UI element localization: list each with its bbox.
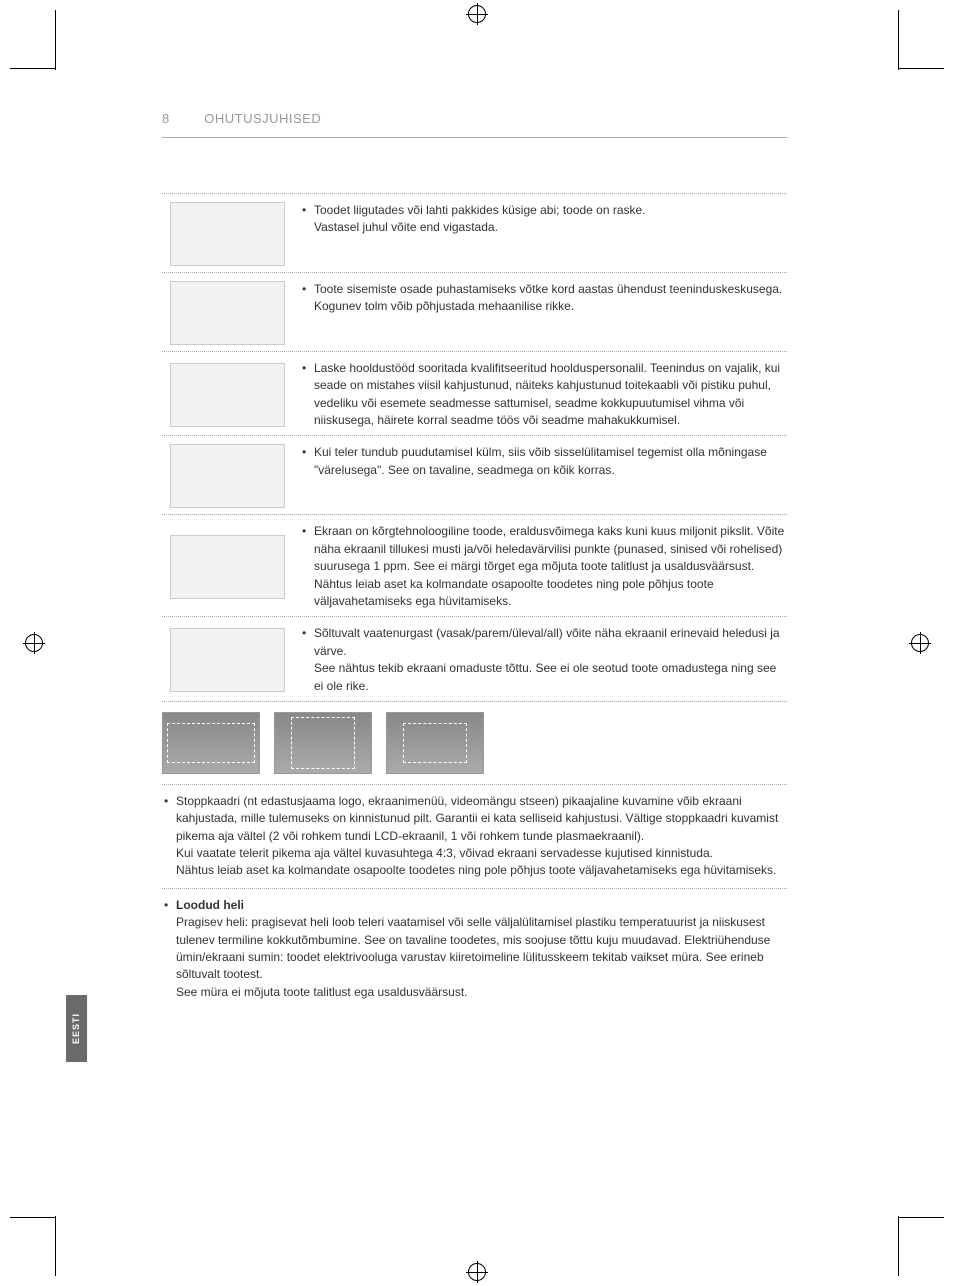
crop-mark [898,1216,899,1276]
illustration-icon [170,363,285,427]
note-heading: Loodud heli [176,898,244,912]
instruction-main: Kui teler tundub puudutamisel külm, siis… [302,444,787,479]
service-technician-icon [162,360,292,430]
instruction-sub: See nähtus tekib ekraani omaduste tõttu.… [302,660,787,695]
note-item: Stoppkaadri (nt edastusjaama logo, ekraa… [162,793,787,880]
screen-pillarbox-icon [274,712,372,774]
screen-windowbox-icon [386,712,484,774]
bottom-notes: Stoppkaadri (nt edastusjaama logo, ekraa… [162,784,787,1001]
registration-mark-icon [468,5,486,23]
tv-with-dots-pixels-icon [162,523,292,610]
crop-mark [898,10,899,70]
illustration-icon [170,202,285,266]
instruction-text: Toote sisemiste osade puhastamiseks võtk… [292,281,787,345]
instruction-row: Ekraan on kõrgtehnoloogiline toode, eral… [162,514,787,616]
registration-mark-icon [25,634,43,652]
instruction-row: Sõltuvalt vaatenurgast (vasak/parem/ülev… [162,616,787,701]
registration-mark-icon [468,1263,486,1281]
registration-mark-icon [911,634,929,652]
instruction-row: Kui teler tundub puudutamisel külm, siis… [162,435,787,514]
instruction-text: Toodet liigutades või lahti pakkides küs… [292,202,787,266]
page-number: 8 [162,110,169,129]
crop-mark [55,10,56,70]
aspect-ratio-illustrations [162,701,787,784]
crop-mark [10,1217,55,1218]
tv-with-dust-cleaning-icon [162,281,292,345]
tv-snowy-cold-icon [162,444,292,508]
crop-mark [10,68,55,69]
crop-mark [899,68,944,69]
two-people-carrying-tv-icon [162,202,292,266]
crop-mark [899,1217,944,1218]
instruction-main: Sõltuvalt vaatenurgast (vasak/parem/ülev… [302,625,787,660]
page-header: 8 OHUTUSJUHISED [162,110,787,138]
instruction-main: Laske hooldustööd sooritada kvalifitseer… [302,360,787,430]
instruction-text: Sõltuvalt vaatenurgast (vasak/parem/ülev… [292,625,787,695]
instruction-main: Ekraan on kõrgtehnoloogiline toode, eral… [302,523,787,575]
instruction-row: Laske hooldustööd sooritada kvalifitseer… [162,351,787,436]
viewing-angles-icon [162,625,292,695]
language-tab: EESTI [66,995,87,1062]
divider [162,888,787,889]
note-item: Loodud heli Pragisev heli: pragisevat hel… [162,897,787,1001]
instruction-text: Laske hooldustööd sooritada kvalifitseer… [292,360,787,430]
illustration-icon [170,444,285,508]
illustration-icon [170,535,285,599]
instruction-main: Toodet liigutades või lahti pakkides küs… [302,202,787,219]
page-content: 8 OHUTUSJUHISED Toodet liigutades või la… [162,110,787,1007]
instruction-main: Toote sisemiste osade puhastamiseks võtk… [302,281,787,298]
section-title: OHUTUSJUHISED [204,110,321,129]
illustration-icon [170,281,285,345]
instruction-row: Toote sisemiste osade puhastamiseks võtk… [162,272,787,351]
instruction-text: Ekraan on kõrgtehnoloogiline toode, eral… [292,523,787,610]
screen-letterbox-icon [162,712,260,774]
note-text: Kui vaatate telerit pikema aja vältel ku… [176,846,713,860]
instruction-row: Toodet liigutades või lahti pakkides küs… [162,193,787,272]
instruction-sub: Nähtus leiab aset ka kolmandate osapoolt… [302,576,787,611]
note-text: Pragisev heli: pragisevat heli loob tele… [176,915,770,981]
note-text: See müra ei mõjuta toote talitlust ega u… [176,985,468,999]
note-text: Nähtus leiab aset ka kolmandate osapoolt… [176,863,776,877]
illustration-icon [170,628,285,692]
crop-mark [55,1216,56,1276]
instruction-sub: Kogunev tolm võib põhjustada mehaanilise… [302,298,787,315]
instruction-sub: Vastasel juhul võite end vigastada. [302,219,787,236]
instruction-text: Kui teler tundub puudutamisel külm, siis… [292,444,787,508]
note-text: Stoppkaadri (nt edastusjaama logo, ekraa… [176,794,778,843]
